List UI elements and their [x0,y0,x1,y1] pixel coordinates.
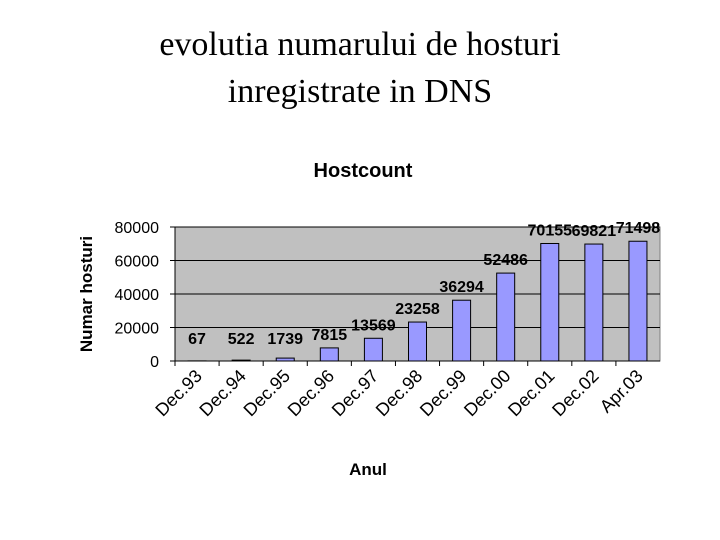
data-label: 1739 [267,331,303,348]
x-tick-label: Apr.03 [596,366,647,417]
y-tick-label: 20000 [115,321,160,338]
data-label: 7815 [312,327,348,344]
bar [363,337,383,362]
data-label: 70155 [528,222,573,239]
y-tick-label: 40000 [115,287,160,304]
x-tick-label: Dec.96 [284,366,338,420]
bar [275,357,295,362]
y-tick-label: 60000 [115,254,160,271]
data-label: 52486 [483,252,528,269]
bar [231,359,251,362]
data-label: 36294 [439,279,484,296]
x-tick-label: Dec.02 [548,366,602,420]
x-tick-label: Dec.94 [195,366,249,420]
bar [628,240,648,362]
bar [540,242,560,362]
y-tick-label: 80000 [115,220,160,237]
data-label: 69821 [572,223,617,240]
data-label: 13569 [351,317,396,334]
data-label: 522 [228,331,255,348]
y-tick-label: 0 [150,354,159,371]
bar [319,347,339,362]
bar [452,299,472,362]
x-tick-label: Dec.00 [460,366,514,420]
bar [584,243,604,362]
bar [496,272,516,362]
data-label: 67 [188,331,206,348]
x-tick-label: Dec.97 [328,366,382,420]
x-axis-title: Anul [349,460,387,479]
x-tick-label: Dec.01 [504,366,558,420]
x-tick-label: Dec.95 [240,366,294,420]
slide-title: evolutia numarului de hosturi [159,26,560,63]
bar [408,321,427,362]
data-label: 71498 [616,220,661,237]
slide-title: inregistrate in DNS [228,73,492,110]
data-label: 23258 [395,301,440,318]
y-axis-title: Numar hosturi [77,236,96,352]
x-tick-label: Dec.98 [372,366,426,420]
x-tick-label: Dec.93 [151,366,205,420]
chart-title: Hostcount [314,160,413,182]
x-tick-label: Dec.99 [416,366,470,420]
